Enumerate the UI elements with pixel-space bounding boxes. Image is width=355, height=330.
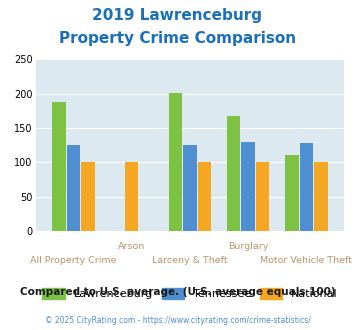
Text: Burglary: Burglary bbox=[228, 242, 268, 251]
Bar bbox=[285, 155, 299, 231]
Bar bbox=[67, 145, 80, 231]
Text: Arson: Arson bbox=[118, 242, 145, 251]
Bar bbox=[125, 162, 138, 231]
Bar bbox=[183, 145, 197, 231]
Text: Motor Vehicle Theft: Motor Vehicle Theft bbox=[261, 256, 353, 265]
Text: Larceny & Theft: Larceny & Theft bbox=[152, 256, 228, 265]
Legend: Lawrenceburg, Tennessee, National: Lawrenceburg, Tennessee, National bbox=[42, 288, 338, 300]
Text: 2019 Lawrenceburg: 2019 Lawrenceburg bbox=[93, 8, 262, 23]
Bar bbox=[227, 116, 240, 231]
Text: All Property Crime: All Property Crime bbox=[30, 256, 117, 265]
Bar bbox=[81, 162, 95, 231]
Bar bbox=[300, 143, 313, 231]
Bar bbox=[169, 93, 182, 231]
Bar bbox=[256, 162, 269, 231]
Bar bbox=[241, 142, 255, 231]
Bar bbox=[52, 102, 66, 231]
Bar bbox=[198, 162, 211, 231]
Text: Compared to U.S. average. (U.S. average equals 100): Compared to U.S. average. (U.S. average … bbox=[20, 287, 335, 297]
Bar bbox=[314, 162, 328, 231]
Text: © 2025 CityRating.com - https://www.cityrating.com/crime-statistics/: © 2025 CityRating.com - https://www.city… bbox=[45, 315, 310, 325]
Text: Property Crime Comparison: Property Crime Comparison bbox=[59, 31, 296, 46]
